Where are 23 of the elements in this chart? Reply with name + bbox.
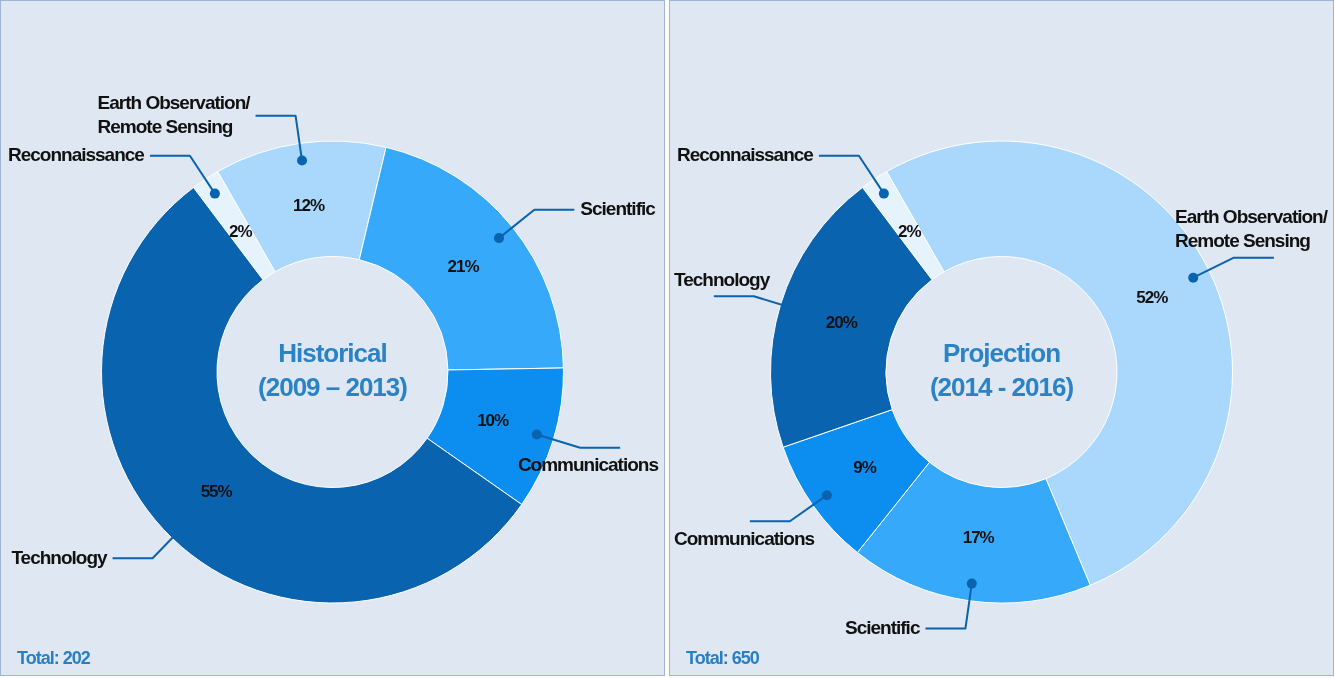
text: Total: 202: [17, 648, 90, 669]
data-label: 10%: [477, 410, 510, 430]
data-label: 55%: [200, 482, 233, 502]
data-label: 2%: [898, 221, 922, 241]
data-label: 20%: [825, 312, 858, 332]
data-label: 17%: [962, 527, 995, 547]
slice-label: Communications: [674, 527, 815, 549]
slice-label: Technology: [674, 268, 771, 290]
data-label: 52%: [1136, 287, 1169, 307]
slice-label: Earth Observation/ Remote Sensing: [1175, 205, 1329, 251]
text: Historical (2009 – 2013): [258, 338, 408, 403]
slice-label: Scientific: [580, 197, 657, 219]
slice-label: Reconnaissance: [7, 144, 145, 166]
data-label: 12%: [293, 195, 326, 215]
text: Total: 650: [686, 648, 759, 669]
data-label: 21%: [447, 256, 480, 276]
text: Projection (2014 - 2016): [929, 338, 1074, 403]
slice-label: Technology: [11, 546, 109, 568]
slice-label: Scientific: [844, 616, 921, 638]
data-label: 9%: [853, 458, 877, 478]
slice-label: Earth Observation/ Remote Sensing: [97, 91, 252, 137]
data-label: 2%: [229, 221, 253, 241]
slice-label: Reconnaissance: [676, 144, 814, 166]
